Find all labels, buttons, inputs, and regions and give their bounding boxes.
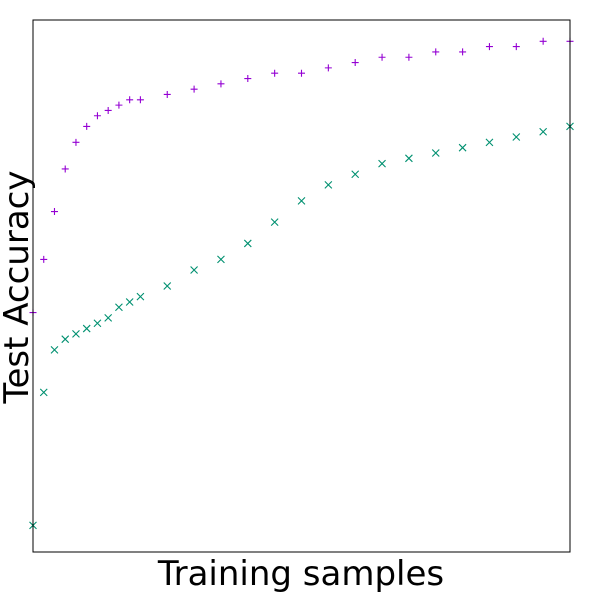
series-1-point [61, 165, 69, 173]
series-2-point [82, 324, 91, 333]
series-2-point [405, 154, 413, 163]
series-2-point [39, 388, 48, 397]
series-2-point [297, 196, 306, 205]
series-1-point [72, 138, 80, 146]
series-2-point [93, 319, 102, 328]
series-1-point [351, 59, 359, 67]
series-1-point [163, 90, 171, 98]
series-1-point [190, 85, 198, 93]
series-2-point [270, 218, 279, 227]
series-1-point [298, 69, 305, 77]
series-2-point [61, 335, 70, 344]
series-2-point [378, 159, 386, 168]
series-2-point [125, 298, 134, 306]
series-1-point [93, 112, 101, 120]
series-1-point [512, 43, 520, 51]
x-axis-label: Training samples [157, 554, 444, 594]
plot-area-frame [32, 19, 571, 553]
series-2-points [29, 122, 574, 530]
series-2-point [115, 303, 123, 312]
series-1-point [378, 53, 386, 61]
series-2-point [351, 170, 360, 179]
series-1-point [126, 96, 134, 104]
series-2-point [485, 138, 494, 147]
series-1-point [432, 48, 440, 56]
series-2-point [431, 149, 440, 157]
series-2-point [50, 345, 59, 354]
series-1-point [485, 43, 493, 51]
data-points [29, 37, 574, 530]
series-1-point [136, 96, 144, 104]
series-2-point [72, 329, 80, 338]
series-2-point [539, 127, 548, 136]
y-axis-label: Test Accuracy [0, 171, 37, 405]
series-1-point [83, 122, 91, 130]
series-1-point [115, 101, 123, 109]
series-2-point [136, 292, 145, 301]
series-1-point [405, 53, 413, 61]
series-1-points [29, 37, 574, 317]
series-1-point [217, 80, 225, 88]
series-1-point [244, 75, 252, 83]
series-1-point [50, 208, 58, 216]
series-2-point [324, 181, 333, 189]
series-2-point [512, 133, 521, 141]
series-2-point [190, 266, 198, 274]
series-2-point [458, 143, 467, 152]
series-2-point [217, 255, 225, 264]
series-1-point [104, 106, 112, 114]
series-2-point [163, 282, 172, 290]
series-1-point [324, 64, 332, 72]
series-2-point [104, 314, 113, 322]
series-1-point [459, 48, 467, 56]
series-2-point [243, 239, 252, 248]
series-1-point [40, 255, 48, 263]
series-1-point [539, 37, 547, 45]
series-1-point [271, 69, 279, 77]
